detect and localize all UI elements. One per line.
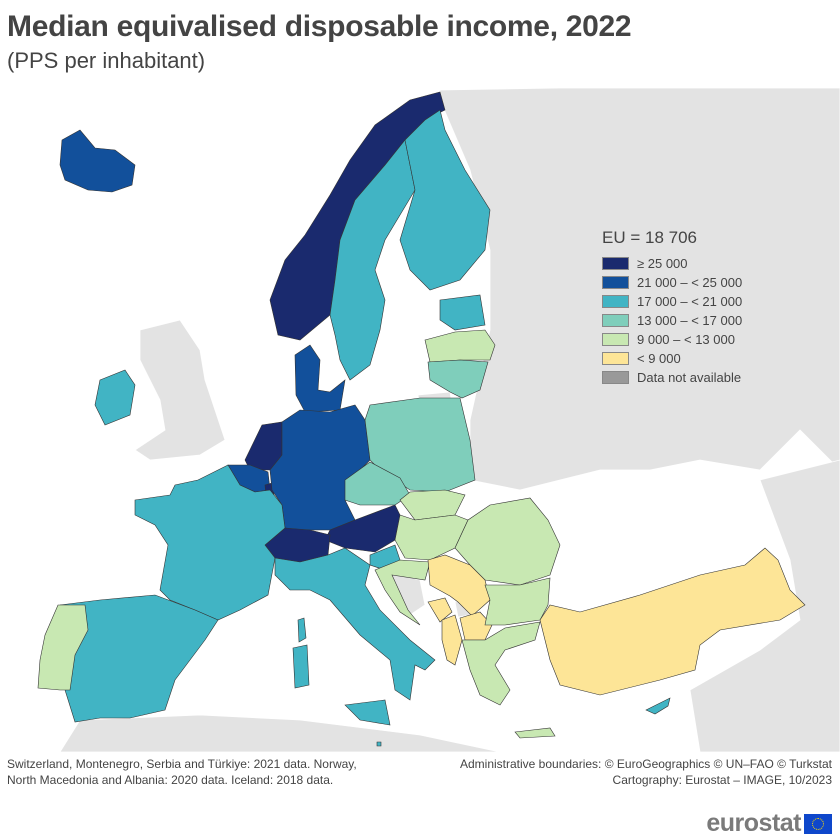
eu-flag-icon <box>804 813 832 834</box>
legend-label: 9 000 – < 13 000 <box>637 332 735 347</box>
credits-line: Cartography: Eurostat – IMAGE, 10/2023 <box>612 773 832 787</box>
legend-label: 21 000 – < 25 000 <box>637 275 743 290</box>
credits-line: Administrative boundaries: © EuroGeograp… <box>459 757 832 771</box>
country-france <box>134 464 286 621</box>
non-data-land <box>59 87 840 752</box>
country-germany <box>269 404 371 531</box>
country-finland <box>399 109 491 291</box>
country-france-corsica <box>297 617 307 643</box>
country-turkiye <box>539 547 806 696</box>
country-hungary <box>394 514 469 561</box>
country-bulgaria <box>484 577 551 626</box>
country-italy <box>274 547 436 701</box>
footnote-line: North Macedonia and Albania: 2020 data. … <box>7 773 334 787</box>
legend-item: 17 000 – < 21 000 <box>602 292 742 311</box>
country-croatia <box>374 559 431 626</box>
legend-swatch <box>602 314 629 327</box>
legend-label: ≥ 25 000 <box>637 256 688 271</box>
country-italy-sardinia <box>292 644 310 689</box>
map-legend: EU = 18 706 ≥ 25 000 21 000 – < 25 000 1… <box>602 228 742 387</box>
legend-item: 21 000 – < 25 000 <box>602 273 742 292</box>
legend-swatch <box>602 352 629 365</box>
country-greece <box>461 621 541 706</box>
legend-label: < 9 000 <box>637 351 681 366</box>
legend-swatch <box>602 333 629 346</box>
credits: Administrative boundaries: © EuroGeograp… <box>460 756 832 788</box>
country-latvia <box>424 329 496 363</box>
logo-text: eurostat <box>706 809 801 837</box>
country-montenegro <box>427 597 453 623</box>
legend-item: < 9 000 <box>602 349 742 368</box>
country-denmark <box>294 344 346 413</box>
country-italy-sicily <box>344 699 391 726</box>
legend-swatch <box>602 295 629 308</box>
data-countries <box>37 91 806 747</box>
country-ireland <box>94 369 136 426</box>
legend-label: 17 000 – < 21 000 <box>637 294 743 309</box>
chart-subtitle: (PPS per inhabitant) <box>7 48 206 73</box>
country-iceland <box>59 129 136 193</box>
country-greece-crete <box>514 727 556 739</box>
legend-label: 13 000 – < 17 000 <box>637 313 743 328</box>
country-portugal <box>37 604 89 691</box>
country-albania <box>441 614 463 666</box>
chart-title: Median equivalised disposable income, 20… <box>7 10 632 43</box>
country-estonia <box>439 294 486 331</box>
data-footnote: Switzerland, Montenegro, Serbia and Türk… <box>7 756 357 788</box>
country-malta <box>376 741 382 747</box>
country-sweden <box>329 139 416 381</box>
legend-item: ≥ 25 000 <box>602 254 742 273</box>
legend-item: 13 000 – < 17 000 <box>602 311 742 330</box>
legend-label: Data not available <box>637 370 742 385</box>
footnote-line: Switzerland, Montenegro, Serbia and Türk… <box>7 757 357 771</box>
country-north-macedonia <box>459 611 493 641</box>
legend-swatch <box>602 257 629 270</box>
legend-item: 9 000 – < 13 000 <box>602 330 742 349</box>
country-cyprus <box>645 697 671 715</box>
legend-swatch <box>602 276 629 289</box>
legend-item: Data not available <box>602 368 742 387</box>
eurostat-logo: eurostat <box>706 809 832 838</box>
country-serbia <box>427 554 491 617</box>
legend-swatch <box>602 371 629 384</box>
country-lithuania <box>427 359 489 399</box>
europe-map <box>37 87 840 752</box>
legend-title: EU = 18 706 <box>602 228 697 247</box>
